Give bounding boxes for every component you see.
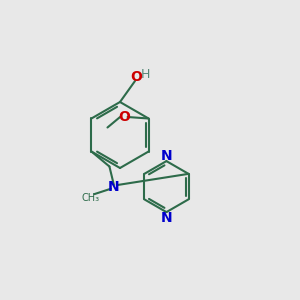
Text: O: O [130,70,142,84]
Text: N: N [160,211,172,224]
Text: N: N [160,149,172,163]
Text: N: N [108,180,120,194]
Text: CH₃: CH₃ [82,193,100,203]
Text: H: H [141,68,150,81]
Text: O: O [118,110,130,124]
